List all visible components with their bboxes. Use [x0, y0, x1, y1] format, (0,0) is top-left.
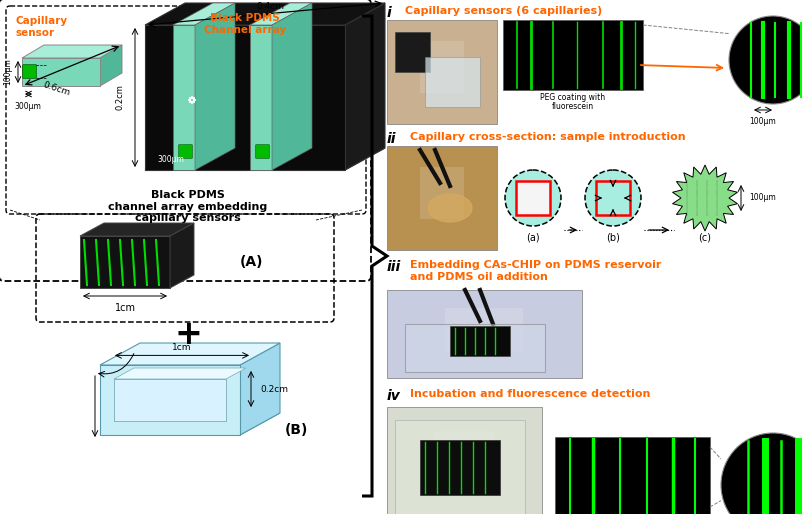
Polygon shape: [427, 194, 472, 222]
Text: +: +: [174, 319, 201, 352]
Text: iv: iv: [387, 389, 400, 403]
Polygon shape: [345, 3, 384, 170]
FancyBboxPatch shape: [419, 41, 464, 93]
FancyBboxPatch shape: [22, 58, 100, 86]
Circle shape: [585, 170, 640, 226]
Polygon shape: [80, 223, 194, 236]
FancyBboxPatch shape: [502, 20, 642, 90]
Text: Incubation and fluorescence detection: Incubation and fluorescence detection: [410, 389, 650, 399]
FancyBboxPatch shape: [114, 379, 225, 421]
FancyBboxPatch shape: [424, 57, 480, 107]
Polygon shape: [100, 343, 280, 365]
Circle shape: [504, 170, 561, 226]
FancyBboxPatch shape: [404, 324, 545, 372]
Text: 100μm: 100μm: [749, 117, 776, 126]
Text: 0.6cm: 0.6cm: [43, 81, 71, 98]
Text: iii: iii: [387, 260, 401, 274]
Text: 0.2cm: 0.2cm: [115, 84, 125, 110]
FancyBboxPatch shape: [100, 365, 240, 435]
FancyBboxPatch shape: [387, 20, 496, 124]
Polygon shape: [100, 413, 280, 435]
Polygon shape: [100, 45, 122, 86]
Text: (B): (B): [285, 423, 308, 437]
FancyBboxPatch shape: [22, 65, 36, 78]
Text: 0.2cm: 0.2cm: [260, 384, 288, 394]
Text: PEG coating with: PEG coating with: [540, 93, 605, 102]
Polygon shape: [671, 165, 736, 231]
FancyBboxPatch shape: [433, 431, 495, 491]
Polygon shape: [145, 3, 384, 25]
Text: 100μm: 100μm: [748, 193, 775, 203]
FancyBboxPatch shape: [255, 145, 269, 158]
Text: i: i: [387, 6, 391, 20]
Text: 1cm: 1cm: [115, 303, 136, 313]
FancyBboxPatch shape: [395, 32, 429, 72]
Polygon shape: [195, 3, 235, 170]
FancyBboxPatch shape: [387, 146, 496, 250]
Text: 300μm: 300μm: [157, 155, 184, 164]
FancyBboxPatch shape: [449, 326, 509, 356]
Text: Capillary cross-section: sample introduction: Capillary cross-section: sample introduc…: [410, 132, 685, 142]
FancyBboxPatch shape: [172, 25, 195, 170]
Text: 0.4cm: 0.4cm: [256, 2, 284, 11]
Text: Capillary
sensor: Capillary sensor: [16, 16, 68, 38]
Text: 300μm: 300μm: [14, 102, 42, 111]
FancyBboxPatch shape: [80, 236, 170, 288]
Circle shape: [728, 16, 802, 104]
FancyBboxPatch shape: [445, 307, 523, 352]
Text: (A): (A): [240, 255, 263, 269]
Text: ii: ii: [387, 132, 396, 146]
Polygon shape: [22, 45, 122, 58]
FancyBboxPatch shape: [145, 25, 345, 170]
FancyBboxPatch shape: [516, 181, 549, 215]
Polygon shape: [172, 3, 235, 25]
Text: (b): (b): [606, 233, 619, 243]
Polygon shape: [240, 343, 280, 435]
Text: 100μm: 100μm: [3, 59, 12, 85]
FancyBboxPatch shape: [179, 145, 192, 158]
Polygon shape: [272, 3, 312, 170]
FancyBboxPatch shape: [554, 437, 709, 514]
FancyBboxPatch shape: [419, 167, 464, 219]
FancyBboxPatch shape: [249, 25, 272, 170]
Text: fluorescein: fluorescein: [551, 102, 593, 111]
Polygon shape: [170, 223, 194, 288]
Text: Black PDMS
channel array embedding
capillary sensors: Black PDMS channel array embedding capil…: [108, 190, 267, 223]
FancyBboxPatch shape: [419, 440, 500, 495]
Polygon shape: [249, 3, 312, 25]
FancyBboxPatch shape: [387, 290, 581, 378]
Polygon shape: [145, 148, 384, 170]
FancyBboxPatch shape: [395, 420, 525, 514]
Text: (c): (c): [698, 233, 711, 243]
Text: (a): (a): [525, 233, 539, 243]
Text: Capillary sensors (6 capillaries): Capillary sensors (6 capillaries): [404, 6, 602, 16]
Text: Black PDMS
Channel array: Black PDMS Channel array: [204, 13, 286, 34]
Text: Embedding CAs-CHIP on PDMS reservoir
and PDMS oil addition: Embedding CAs-CHIP on PDMS reservoir and…: [410, 260, 661, 282]
Circle shape: [720, 433, 802, 514]
FancyBboxPatch shape: [595, 181, 630, 215]
Text: 1cm: 1cm: [172, 343, 192, 353]
FancyBboxPatch shape: [387, 407, 541, 514]
Polygon shape: [114, 368, 245, 379]
